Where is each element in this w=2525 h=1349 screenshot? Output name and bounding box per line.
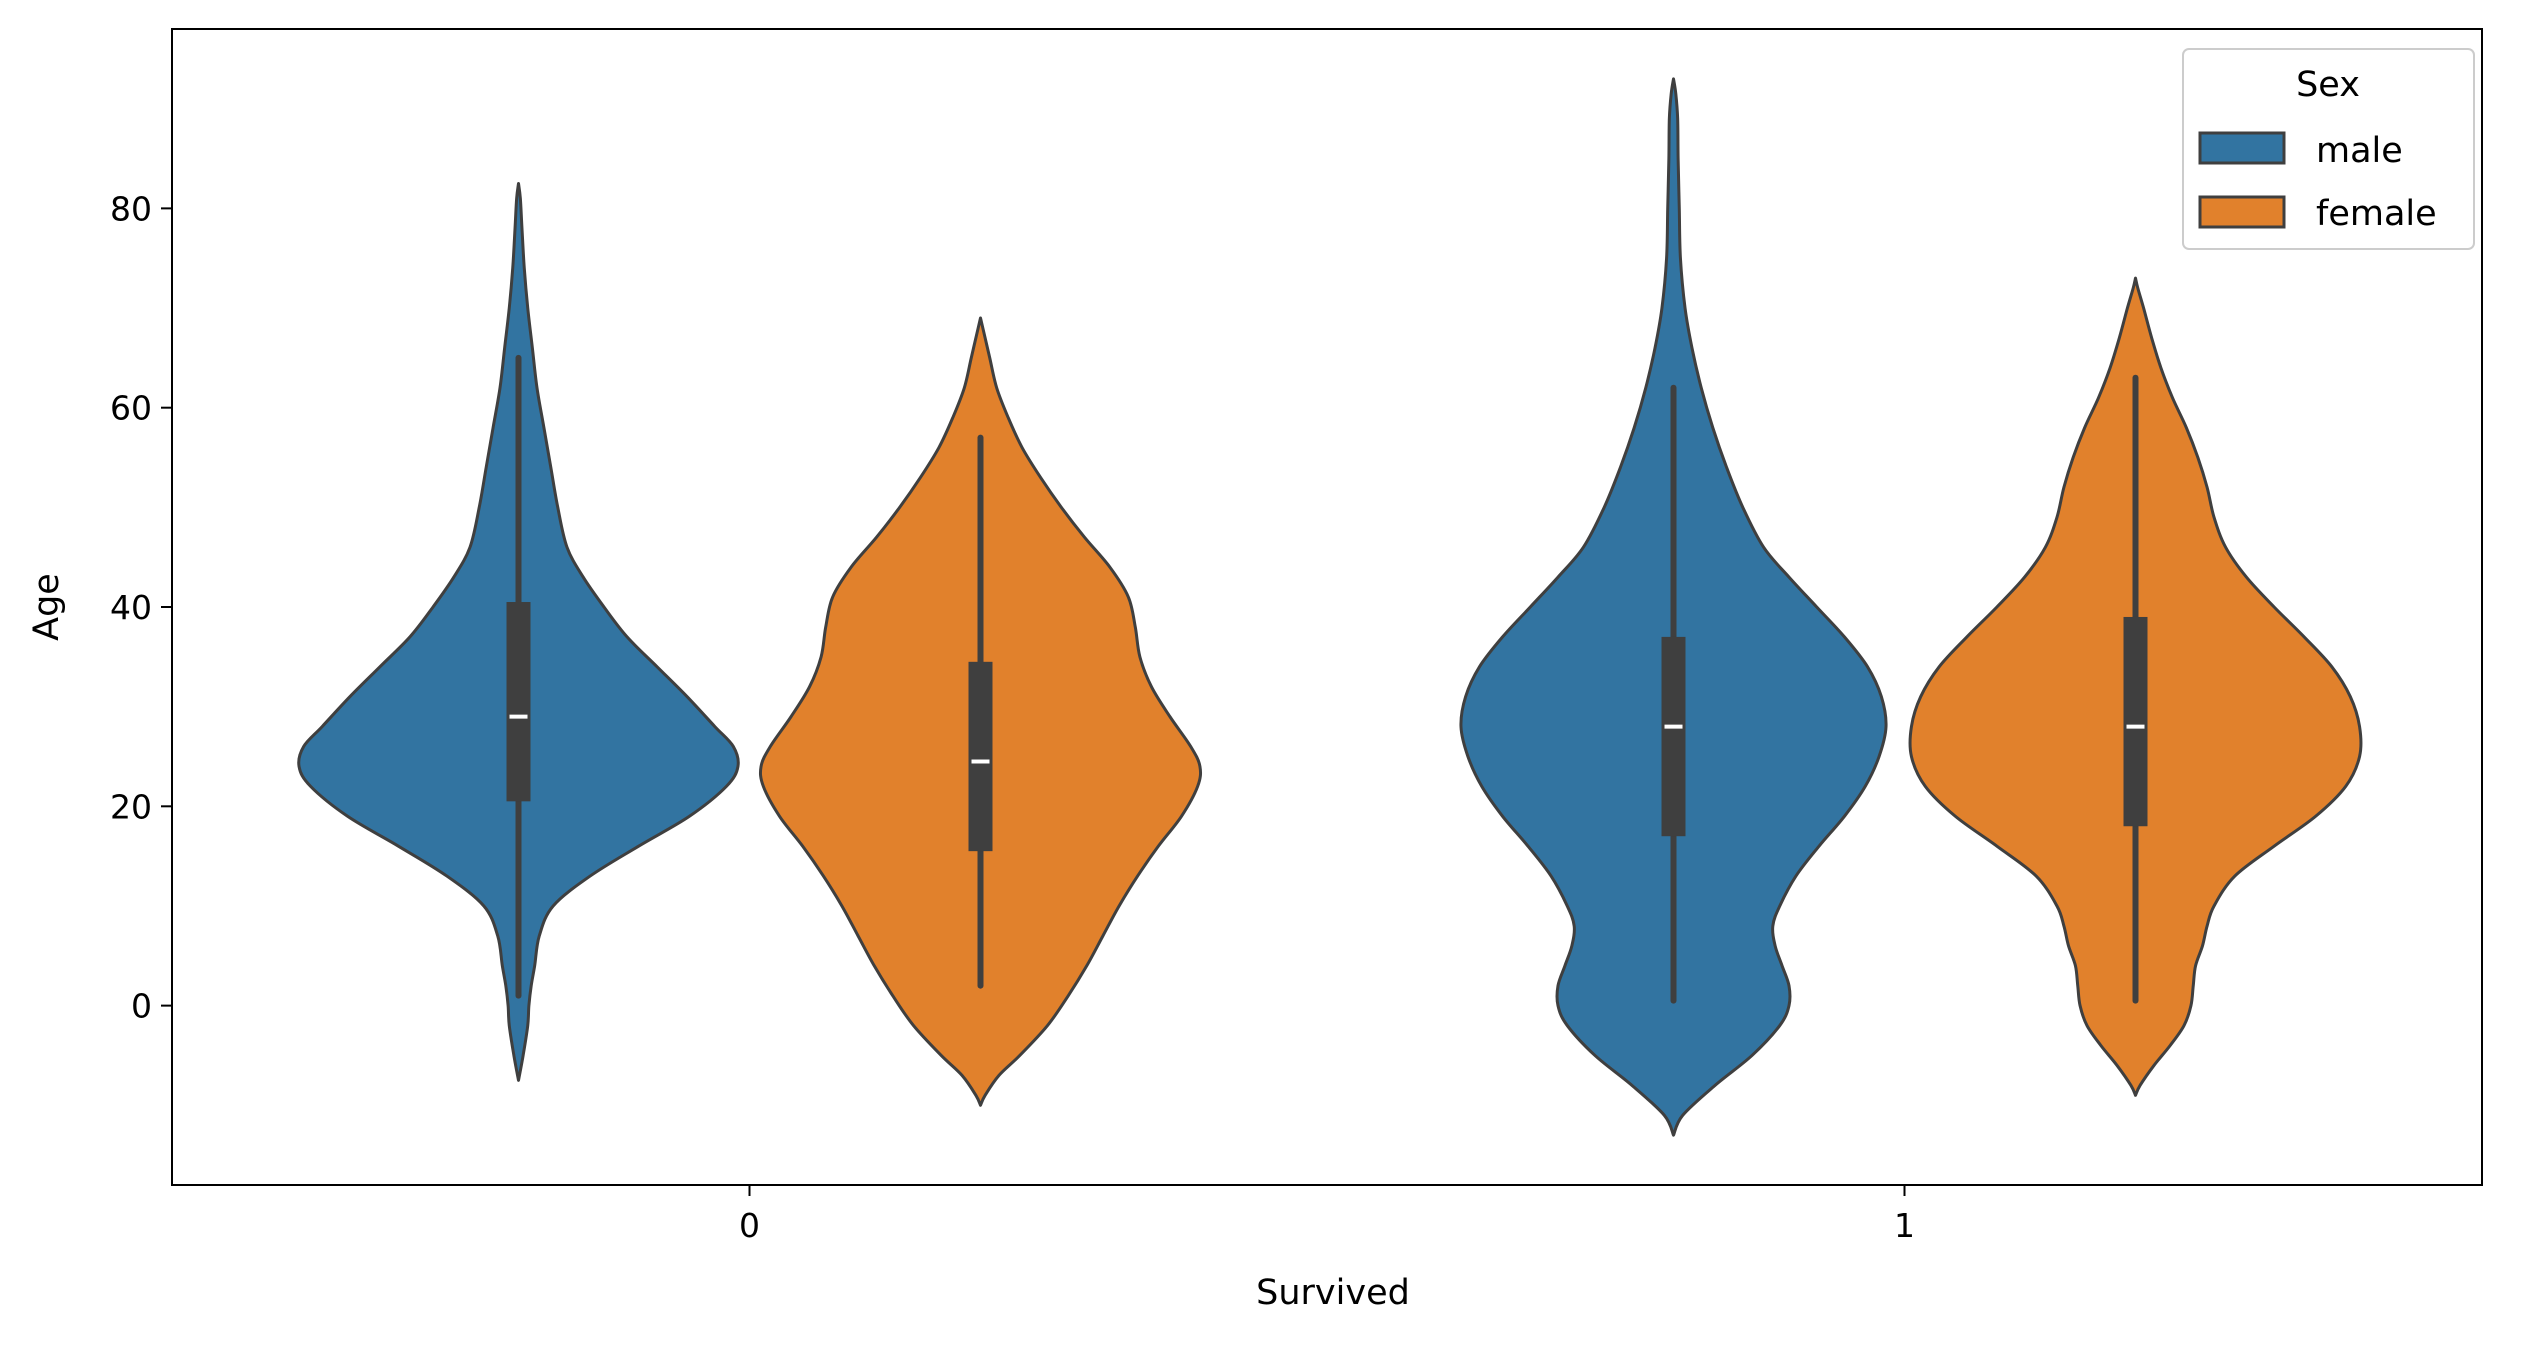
y-tick-label-0: 0	[131, 987, 152, 1026]
x-tick-label-1: 1	[1894, 1206, 1915, 1245]
iqr-box-male-survived-1	[1661, 636, 1686, 837]
iqr-box-female-survived-1	[2123, 616, 2148, 827]
boxes-layer	[506, 354, 2148, 1004]
legend-label-female: female	[2316, 194, 2437, 234]
legend-title: Sex	[2296, 65, 2360, 105]
iqr-box-female-survived-0	[968, 661, 993, 852]
legend: Sex male female	[2182, 48, 2475, 250]
y-tick-label-40: 40	[110, 588, 152, 627]
legend-label-male: male	[2316, 131, 2403, 171]
y-axis: 0 20 40 60 80	[110, 189, 172, 1026]
x-tick-label-0: 0	[739, 1206, 760, 1245]
legend-swatch-male	[2198, 131, 2286, 165]
iqr-box-male-survived-0	[506, 602, 531, 802]
y-tick-label-80: 80	[110, 189, 152, 228]
y-tick-label-60: 60	[110, 389, 152, 428]
y-axis-label: Age	[27, 573, 67, 641]
x-axis-label: Survived	[1256, 1273, 1410, 1313]
y-tick-label-20: 20	[110, 787, 152, 826]
legend-swatch-female	[2198, 195, 2286, 229]
